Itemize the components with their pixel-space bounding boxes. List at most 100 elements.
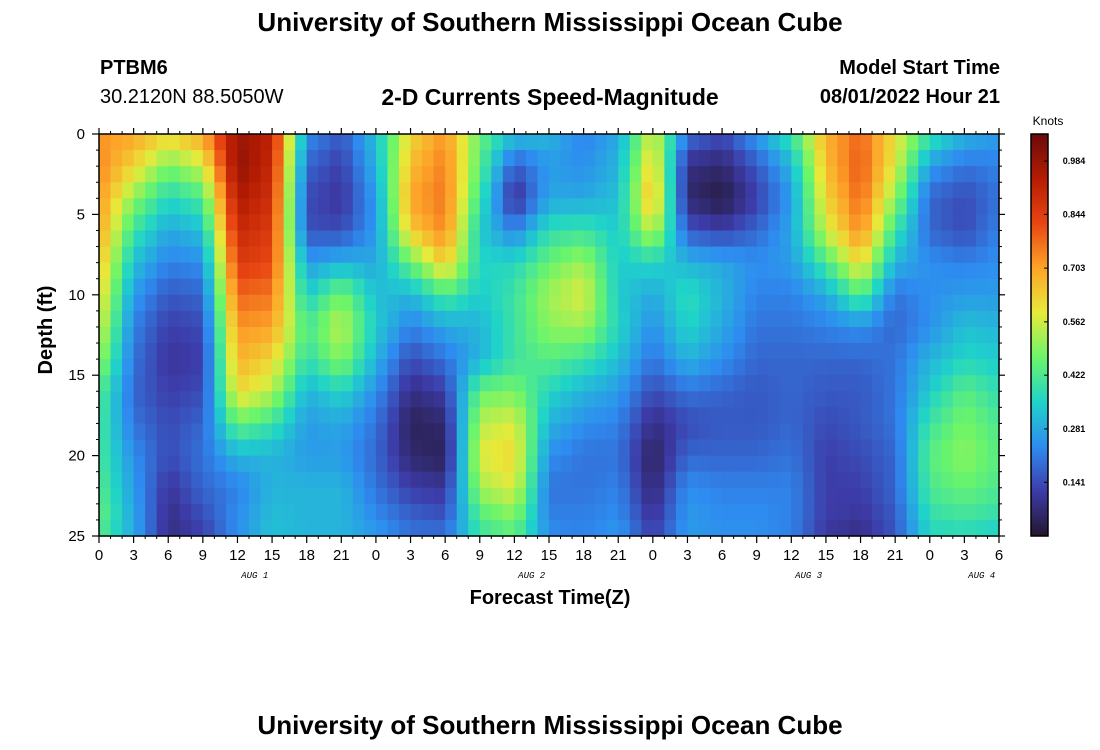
heatmap-cell — [606, 230, 619, 248]
heatmap-cell — [941, 407, 954, 425]
heatmap-cell — [433, 198, 446, 215]
heatmap-cell — [710, 391, 723, 408]
heatmap-cell — [156, 214, 169, 232]
heatmap-cell — [283, 166, 296, 183]
heatmap-cell — [618, 343, 631, 360]
heatmap-cell — [929, 455, 942, 473]
heatmap-cell — [156, 439, 169, 457]
heatmap-cell — [895, 343, 908, 360]
heatmap-cell — [537, 198, 550, 215]
heatmap-cell — [445, 391, 458, 408]
heatmap-cell — [399, 214, 412, 232]
heatmap-cell — [918, 519, 931, 537]
heatmap-cell — [283, 439, 296, 457]
heatmap-cell — [445, 230, 458, 248]
heatmap-cell — [306, 471, 319, 489]
heatmap-cell — [525, 375, 539, 392]
heatmap-cell — [364, 278, 377, 296]
heatmap-cell — [191, 487, 204, 505]
heatmap-cell — [906, 230, 919, 248]
heatmap-cell — [168, 214, 181, 232]
heatmap-cell — [375, 471, 389, 489]
heatmap-cell — [872, 359, 885, 376]
heatmap-cell — [814, 359, 827, 376]
heatmap-cell — [606, 487, 619, 505]
heatmap-cell — [756, 246, 769, 264]
heatmap-cell — [306, 134, 319, 151]
heatmap-cell — [214, 455, 227, 473]
heatmap-cell — [191, 326, 204, 344]
heatmap-cell — [364, 503, 377, 521]
heatmap-cell — [202, 423, 215, 441]
heatmap-cell — [272, 230, 285, 248]
heatmap-cell — [745, 166, 758, 183]
heatmap-cell — [641, 455, 654, 473]
heatmap-cell — [249, 278, 262, 296]
heatmap-cell — [468, 198, 481, 215]
heatmap-cell — [756, 150, 769, 167]
heatmap-cell — [399, 278, 412, 296]
heatmap-cell — [987, 310, 1000, 328]
heatmap-cell — [156, 326, 169, 344]
heatmap-cell — [952, 134, 965, 151]
x-tick-label: 3 — [129, 547, 137, 564]
heatmap-cell — [583, 423, 596, 441]
x-tick-label: 12 — [506, 547, 523, 564]
heatmap-cell — [272, 166, 285, 183]
heatmap-cell — [606, 343, 619, 360]
heatmap-cell — [675, 423, 689, 441]
heatmap-cell — [756, 262, 769, 280]
heatmap-cell — [329, 487, 342, 505]
heatmap-cell — [110, 326, 123, 344]
heatmap-cell — [387, 326, 400, 344]
heatmap-cell — [249, 198, 262, 215]
heatmap-cell — [145, 487, 158, 505]
heatmap-cell — [595, 423, 608, 441]
heatmap-cell — [560, 439, 573, 457]
heatmap-cell — [872, 343, 885, 360]
heatmap-cell — [641, 391, 654, 408]
heatmap-cell — [791, 439, 804, 457]
heatmap-cell — [699, 310, 712, 328]
heatmap-cell — [272, 503, 285, 521]
heatmap-cell — [283, 391, 296, 408]
heatmap-cell — [283, 182, 296, 199]
heatmap-cell — [214, 262, 227, 280]
heatmap-cell — [710, 134, 723, 151]
heatmap-cell — [341, 166, 354, 183]
heatmap-cell — [295, 134, 308, 151]
heatmap-cell — [537, 166, 550, 183]
heatmap-cell — [225, 359, 239, 376]
heatmap-cell — [479, 455, 492, 473]
heatmap-cell — [583, 471, 596, 489]
heatmap-cell — [295, 359, 308, 376]
heatmap-cell — [318, 326, 331, 344]
heatmap-cell — [664, 310, 677, 328]
heatmap-cell — [537, 294, 550, 312]
heatmap-cell — [179, 294, 192, 312]
heatmap-cell — [375, 326, 389, 344]
heatmap-cell — [814, 423, 827, 441]
heatmap-cell — [272, 198, 285, 215]
heatmap-cell — [364, 294, 377, 312]
heatmap-cell — [122, 439, 135, 457]
heatmap-cell — [295, 423, 308, 441]
heatmap-cell — [629, 230, 642, 248]
heatmap-cell — [606, 166, 619, 183]
heatmap-cell — [364, 230, 377, 248]
heatmap-cell — [364, 487, 377, 505]
heatmap-cell — [283, 198, 296, 215]
heatmap-cell — [514, 150, 527, 167]
heatmap-cell — [675, 326, 689, 344]
heatmap-cell — [514, 182, 527, 199]
heatmap-cell — [895, 278, 908, 296]
heatmap-cell — [756, 455, 769, 473]
heatmap-cell — [629, 182, 642, 199]
heatmap-cell — [918, 166, 931, 183]
heatmap-cell — [491, 198, 504, 215]
date-label: AUG 3 — [794, 571, 823, 581]
heatmap-cell — [272, 294, 285, 312]
heatmap-cell — [779, 487, 792, 505]
heatmap-cell — [422, 294, 435, 312]
heatmap-cell — [410, 246, 423, 264]
